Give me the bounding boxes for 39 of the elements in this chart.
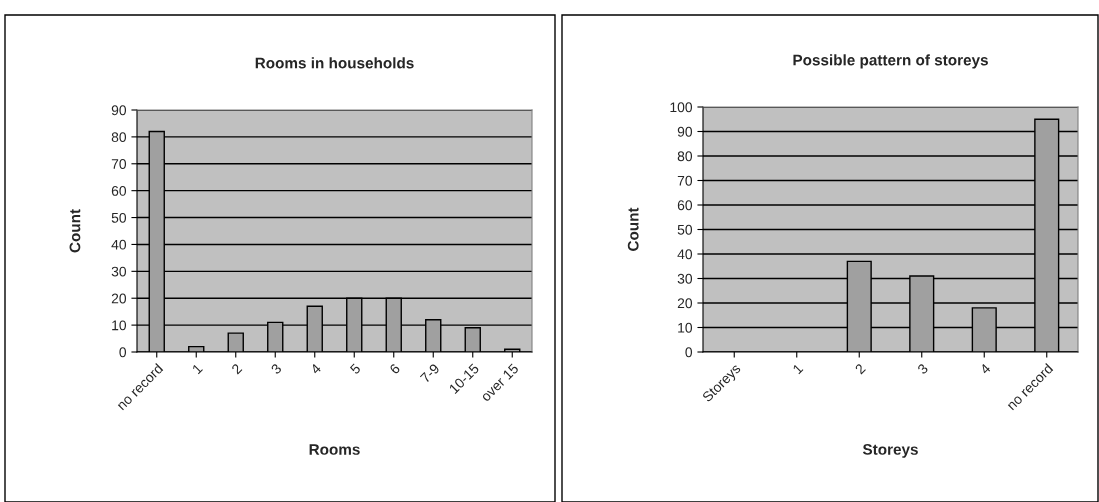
x-tick-label: 6 <box>389 363 401 375</box>
y-tick-label: 20 <box>111 293 127 304</box>
y-tick-label: 10 <box>112 320 127 331</box>
x-tick-label: 1 <box>191 363 203 375</box>
y-tick-label: 70 <box>111 159 127 169</box>
x-tick-label: 1 <box>792 363 804 375</box>
x-tick-label: 7-9 <box>419 363 440 384</box>
y-tick-label: 40 <box>111 239 127 250</box>
y-tick-label: 30 <box>111 266 127 277</box>
chart-title: Possible pattern of storeys <box>793 54 988 69</box>
x-tick-label: 2 <box>854 363 866 375</box>
x-tick-label: 5 <box>349 363 362 375</box>
y-tick-label: 80 <box>111 132 127 143</box>
y-tick-label: 20 <box>677 298 693 309</box>
y-tick-label: 30 <box>677 273 693 284</box>
y-tick-label: 0 <box>119 347 127 358</box>
y-tick-label: 0 <box>685 347 693 358</box>
x-tick-label: 3 <box>916 363 929 375</box>
y-tick-label: 70 <box>677 175 693 186</box>
y-tick-label: 90 <box>111 105 127 116</box>
y-tick-label: 50 <box>677 224 693 235</box>
y-axis-title: Count <box>69 209 81 253</box>
y-axis-title: Count <box>627 207 639 251</box>
x-axis-title: Storeys <box>862 444 918 458</box>
x-tick-label: over 15 <box>480 363 520 402</box>
x-axis-title: Rooms <box>309 444 360 455</box>
x-tick-label: 4 <box>979 363 992 375</box>
y-tick-label: 40 <box>677 249 693 260</box>
x-tick-label: 3 <box>270 363 283 375</box>
y-tick-label: 10 <box>678 322 693 333</box>
y-tick-label: 90 <box>677 126 693 137</box>
x-tick-label: 2 <box>231 363 243 375</box>
x-tick-label: 4 <box>309 363 322 375</box>
y-tick-label: 60 <box>677 200 693 211</box>
y-tick-label: 60 <box>111 186 127 196</box>
chart-title: Rooms in households <box>255 57 414 69</box>
y-tick-label: 80 <box>677 151 693 162</box>
y-tick-label: 50 <box>111 212 127 223</box>
y-tick-label: 100 <box>670 102 693 113</box>
